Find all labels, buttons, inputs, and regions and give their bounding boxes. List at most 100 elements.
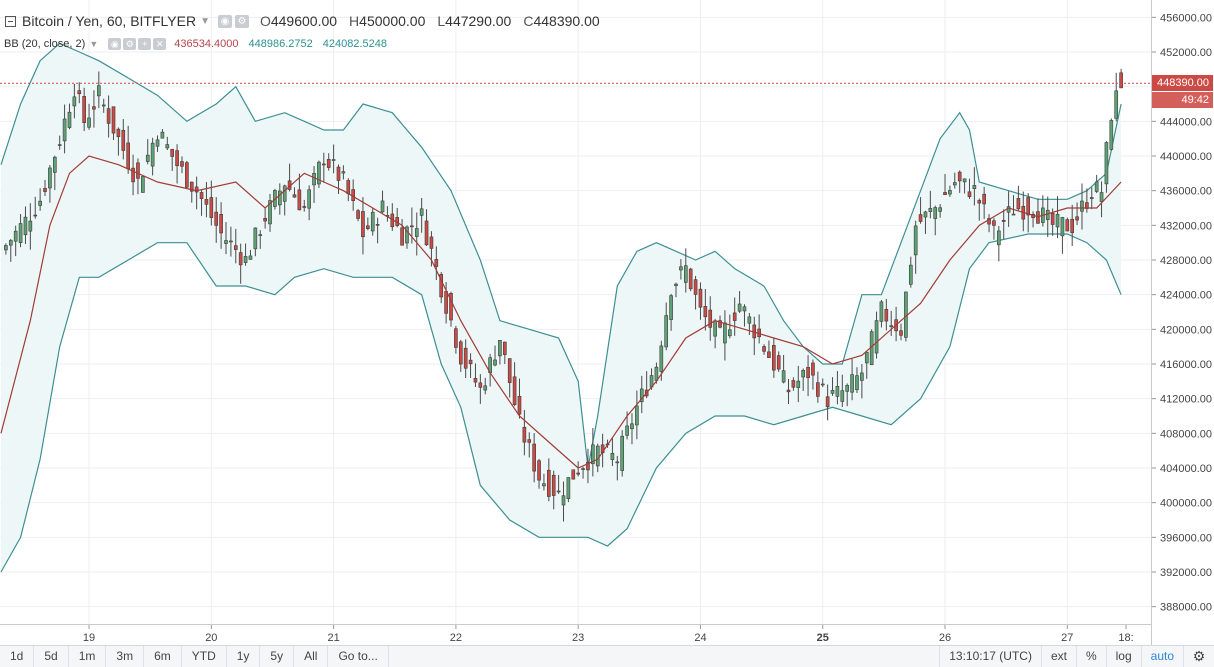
candle-up: [57, 144, 62, 146]
candle-up: [938, 207, 942, 212]
x-tick-label: 18:: [1118, 632, 1133, 644]
candle-down: [346, 180, 351, 195]
add-icon[interactable]: +: [138, 38, 152, 50]
candle-up: [933, 207, 938, 219]
candle-down: [791, 380, 796, 388]
candle-down: [982, 193, 986, 205]
candle-up: [874, 320, 879, 354]
candle-up: [72, 96, 77, 107]
range-1y[interactable]: 1y: [227, 645, 261, 667]
candle-up: [630, 423, 634, 430]
range-1m[interactable]: 1m: [69, 645, 107, 667]
range-all[interactable]: All: [294, 645, 329, 667]
candle-up: [268, 200, 272, 225]
percent-toggle[interactable]: %: [1075, 645, 1106, 667]
candle-down: [571, 469, 576, 480]
range-1d[interactable]: 1d: [0, 645, 35, 667]
chart-legend: Bitcoin / Yen, 60, BITFLYER ▼ ◉ ⚙ O44960…: [0, 11, 612, 31]
candle-down: [43, 188, 47, 192]
y-tick-label: 456000.00: [1160, 12, 1212, 24]
price-chart[interactable]: [0, 0, 1151, 624]
eye-icon[interactable]: ◉: [108, 38, 122, 50]
candle-up: [380, 200, 385, 213]
y-tick-label: 412000.00: [1160, 394, 1212, 406]
candle-down: [175, 150, 179, 167]
x-tick-label: 26: [939, 632, 951, 644]
candle-down: [806, 367, 810, 379]
candle-down: [708, 309, 713, 328]
candle-down: [136, 162, 140, 179]
candle-up: [253, 227, 258, 250]
close-icon[interactable]: ✕: [153, 38, 167, 50]
eye-icon[interactable]: ◉: [217, 14, 232, 28]
range-5d[interactable]: 5d: [34, 645, 69, 667]
candle-down: [424, 220, 429, 246]
open-value: 449600.00: [270, 13, 338, 29]
bollinger-lower-band: [0, 233, 1122, 573]
candle-up: [683, 265, 688, 283]
candle-down: [468, 359, 473, 365]
candle-down: [537, 460, 541, 481]
symbol-title[interactable]: Bitcoin / Yen, 60, BITFLYER: [22, 13, 197, 29]
bb-upper-value: 448986.2752: [248, 38, 313, 50]
indicator-name[interactable]: BB (20, close, 2): [4, 38, 86, 50]
y-tick-label: 444000.00: [1160, 116, 1212, 128]
log-toggle[interactable]: log: [1105, 645, 1141, 667]
candle-up: [38, 200, 42, 206]
range-6m[interactable]: 6m: [144, 645, 182, 667]
bb-basis-value: 436534.4000: [174, 38, 239, 50]
gear-icon[interactable]: ⚙: [1183, 645, 1214, 667]
candle-up: [796, 380, 801, 388]
auto-toggle[interactable]: auto: [1140, 645, 1183, 667]
range-5y[interactable]: 5y: [260, 645, 295, 667]
settings-icon[interactable]: ⚙: [123, 38, 137, 50]
candle-up: [879, 301, 884, 322]
range-ytd[interactable]: YTD: [182, 645, 227, 667]
chevron-down-icon[interactable]: ▼: [89, 39, 99, 49]
ext-toggle[interactable]: ext: [1040, 645, 1076, 667]
range-3m[interactable]: 3m: [106, 645, 145, 667]
time-axis[interactable]: 19 20 21 22 23 24 25 26 27 18:: [0, 624, 1151, 645]
candle-up: [654, 366, 659, 381]
candle-up: [28, 220, 33, 232]
candle-up: [1109, 120, 1114, 150]
chevron-down-icon[interactable]: ▼: [200, 15, 210, 27]
y-tick-label: 388000.00: [1160, 602, 1212, 614]
clock-readout[interactable]: 13:10:17 (UTC): [939, 645, 1041, 667]
candle-down: [522, 426, 527, 443]
candle-up: [483, 385, 488, 391]
settings-icon[interactable]: ⚙: [234, 14, 249, 28]
candle-down: [238, 252, 243, 266]
candles: [4, 68, 1123, 522]
candle-down: [439, 274, 444, 298]
candle-up: [498, 340, 502, 357]
time-axis-labels: 19 20 21 22 23 24 25 26 27 18:: [83, 625, 1134, 644]
goto-button[interactable]: Go to...: [328, 645, 389, 667]
y-tick-label: 420000.00: [1160, 324, 1212, 336]
candle-down: [478, 382, 483, 388]
candle-up: [1060, 217, 1065, 237]
candle-up: [224, 240, 228, 244]
candle-down: [987, 218, 991, 225]
y-tick-label: 428000.00: [1160, 255, 1212, 267]
candle-down: [375, 224, 380, 226]
candle-up: [282, 185, 287, 202]
candle-down: [786, 389, 791, 393]
candle-up: [923, 211, 928, 218]
candle-up: [591, 444, 595, 465]
candle-up: [948, 190, 952, 195]
candle-up: [8, 240, 13, 246]
candle-down: [209, 197, 214, 218]
candle-down: [131, 167, 135, 183]
candle-down: [1089, 197, 1094, 199]
candle-down: [811, 362, 815, 376]
candle-down: [361, 211, 365, 238]
candle-down: [302, 206, 307, 208]
candle-down: [581, 468, 585, 470]
candle-down: [884, 309, 889, 322]
series-icon[interactable]: [5, 15, 16, 27]
candle-up: [258, 234, 263, 236]
candle-down: [732, 312, 737, 321]
candle-down: [116, 128, 121, 138]
x-tick-label: 25: [817, 632, 829, 644]
